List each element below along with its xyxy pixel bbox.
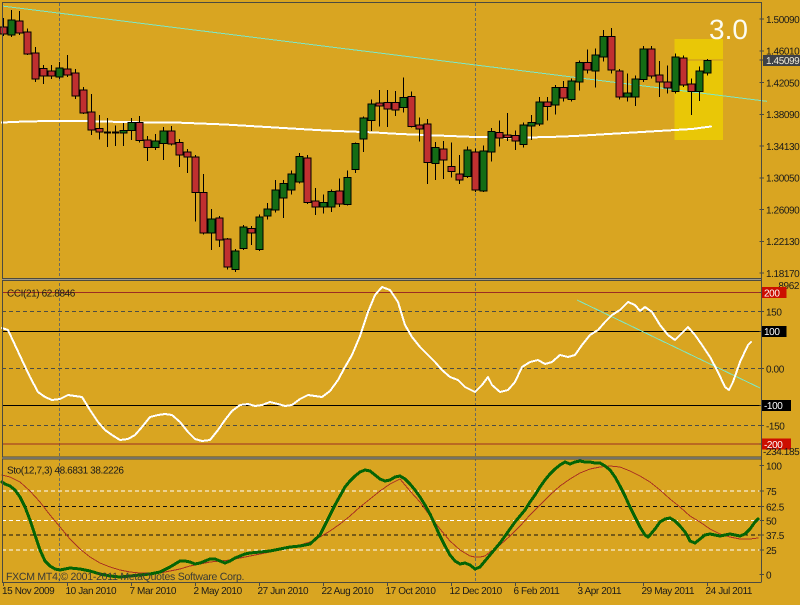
svg-text:1.45099: 1.45099 — [766, 56, 800, 67]
svg-text:FXCM MT4,© 2001-2011 MetaQuote: FXCM MT4,© 2001-2011 MetaQuotes Software… — [6, 571, 244, 583]
svg-text:25: 25 — [766, 546, 777, 557]
svg-text:1.34130: 1.34130 — [766, 142, 800, 153]
svg-text:100: 100 — [764, 327, 780, 338]
svg-text:Sto(12,7,3) 48.6831 38.2226: Sto(12,7,3) 48.6831 38.2226 — [7, 466, 124, 477]
svg-text:1.50090: 1.50090 — [766, 15, 800, 26]
svg-text:7 Mar 2010: 7 Mar 2010 — [130, 586, 177, 597]
svg-text:24 Jul 2011: 24 Jul 2011 — [706, 586, 753, 597]
svg-text:1.22130: 1.22130 — [766, 237, 800, 248]
svg-text:1.42050: 1.42050 — [766, 78, 800, 89]
svg-text:150: 150 — [766, 308, 782, 319]
svg-text:22 Aug 2010: 22 Aug 2010 — [322, 586, 375, 597]
svg-text:1.30050: 1.30050 — [766, 174, 800, 185]
svg-text:3.0: 3.0 — [709, 14, 748, 45]
svg-text:29 May 2011: 29 May 2011 — [642, 586, 696, 597]
svg-text:-150: -150 — [766, 421, 785, 432]
svg-text:3 Apr 2011: 3 Apr 2011 — [578, 586, 622, 597]
svg-text:2 May 2010: 2 May 2010 — [194, 586, 243, 597]
svg-text:0: 0 — [766, 570, 772, 581]
svg-text:-200: -200 — [764, 440, 783, 451]
svg-text:15 Nov 2009: 15 Nov 2009 — [2, 586, 55, 597]
svg-text:CCI(21) 62.8846: CCI(21) 62.8846 — [7, 289, 76, 300]
svg-text:75: 75 — [766, 487, 777, 498]
svg-text:.8962: .8962 — [776, 281, 800, 292]
svg-text:50: 50 — [766, 516, 777, 527]
svg-text:100: 100 — [766, 461, 782, 472]
svg-text:200: 200 — [764, 289, 780, 300]
svg-text:-234.185: -234.185 — [763, 447, 800, 458]
svg-text:-100: -100 — [764, 401, 783, 412]
svg-text:27 Jun 2010: 27 Jun 2010 — [258, 586, 309, 597]
svg-text:17 Oct 2010: 17 Oct 2010 — [386, 586, 437, 597]
svg-text:1.18170: 1.18170 — [766, 269, 800, 280]
svg-text:1.46010: 1.46010 — [766, 47, 800, 58]
svg-text:62.5: 62.5 — [766, 502, 785, 513]
svg-text:37.5: 37.5 — [766, 531, 785, 542]
svg-text:6 Feb 2011: 6 Feb 2011 — [514, 586, 561, 597]
svg-text:1.38090: 1.38090 — [766, 110, 800, 121]
svg-text:10 Jan 2010: 10 Jan 2010 — [66, 586, 117, 597]
svg-text:12 Dec 2010: 12 Dec 2010 — [450, 586, 503, 597]
svg-text:0.00: 0.00 — [766, 364, 785, 375]
svg-text:1.26090: 1.26090 — [766, 205, 800, 216]
